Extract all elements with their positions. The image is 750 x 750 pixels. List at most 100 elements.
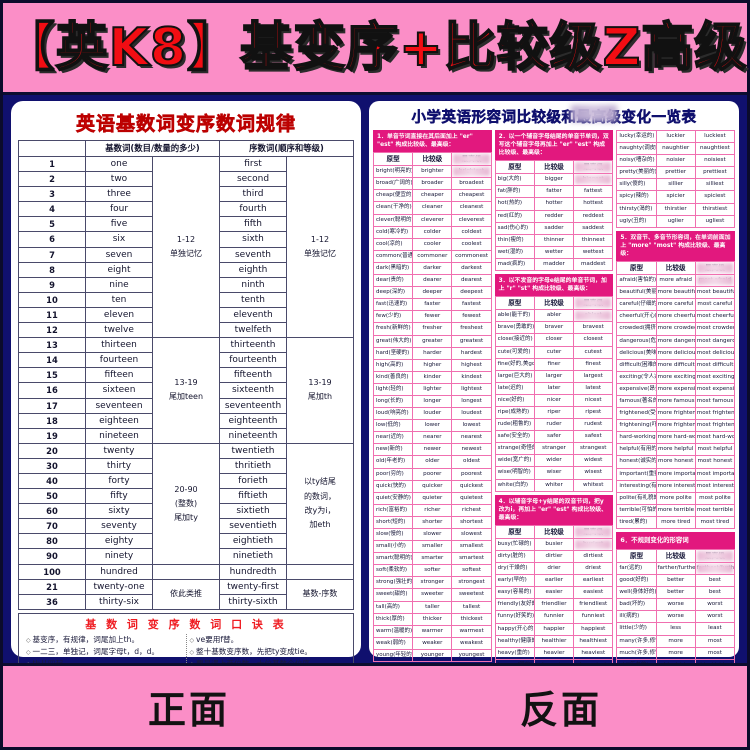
adjective-header-row: 原型比较级最高级	[494, 524, 614, 539]
cell-base-form: cheerful(开心的)	[616, 310, 657, 324]
table-row: late(迟的) later latest	[494, 381, 614, 395]
cell-comparative: lower	[412, 419, 453, 433]
cell-superlative: dearest	[451, 274, 492, 288]
cell-number: 50	[18, 488, 86, 505]
table-row: hot(热的) hotter hottest	[494, 197, 614, 211]
cell-superlative: farthest/furthest	[694, 561, 736, 576]
cell-base-form: honest(诚实的)	[616, 455, 657, 469]
cell-comparative: harder	[412, 346, 453, 360]
table-row: deep(深的) deeper deepest	[372, 286, 492, 300]
blurred-watermark-overlay	[575, 162, 612, 173]
cell-superlative: prettiest	[694, 166, 736, 180]
cell-comparative: earlier	[533, 574, 575, 588]
cell-superlative: naughtiest	[694, 142, 736, 156]
adjective-table: 原型比较级最高级able(能干的)ablerablestbrave(勇敢的)br…	[494, 296, 614, 492]
table-row: honest(诚实的) more honest most honest	[616, 455, 736, 469]
table-row: 8 eight eighth	[18, 261, 354, 278]
table-row: 4 four fourth	[18, 201, 354, 218]
cell-superlative: friendliest	[573, 598, 614, 612]
cell-base-form: many(许多,修饰可数)	[616, 634, 657, 648]
cell-superlative: most frightening	[694, 419, 736, 433]
cell-base-form: white(白的)	[494, 478, 535, 492]
table-row: interesting(有趣的)more interestingmost int…	[616, 479, 736, 493]
cell-superlative: best	[694, 586, 736, 600]
cell-superlative: largest	[573, 369, 614, 383]
section-heading: 4．以辅音字母+y结尾的双音节词，把y改为i，再加上 "er" "est" 构成…	[494, 494, 614, 525]
table-row: rude(粗鲁的) ruder rudest	[494, 418, 614, 432]
adjective-table: 原型比较级最高级big(大的)biggerbiggestfat(胖的)fatte…	[494, 160, 614, 272]
cell-comparative: more difficult	[655, 358, 696, 372]
cell-comparative: cuter	[533, 345, 575, 359]
table-row: silly(傻的) sillier silliest	[616, 178, 736, 192]
cell-comparative: older	[412, 455, 453, 469]
cell-superlative: cutest	[573, 345, 614, 359]
cell-comparative: worse	[655, 598, 696, 612]
table-row: fresh(新鲜的) fresher freshest	[372, 322, 492, 336]
cell-comparative: more helpful	[655, 443, 696, 457]
adjective-header-row: 原型比较级最高级	[372, 152, 492, 167]
cell-comparative: worse	[655, 610, 696, 624]
cell-comparative: dirtier	[533, 549, 575, 564]
cell-base-form: clever(聪明的)	[372, 213, 414, 227]
table-row: 5 five fifth	[18, 216, 354, 233]
cell-superlative: dirtiest	[573, 549, 614, 564]
cell-base-form: near(近的)	[372, 431, 414, 445]
cell-cardinal: fifty	[85, 488, 153, 505]
cell-number: 8	[18, 261, 86, 278]
cell-superlative: longest	[451, 394, 492, 409]
cell-base-form: short(短的)	[372, 515, 414, 530]
cell-superlative: slowest	[451, 527, 492, 542]
cell-number: 18	[18, 412, 86, 429]
cell-superlative: thickest	[451, 612, 492, 626]
col-header-comparative: 比较级	[655, 549, 696, 563]
cell-comparative: more terrible	[655, 503, 696, 517]
cell-comparative: younger	[412, 648, 453, 663]
cell-superlative: funniest	[573, 610, 614, 624]
cell-number: 19	[18, 427, 86, 444]
cell-cardinal: fourteen	[85, 352, 153, 369]
adjective-table-head: 原型比较级最高级	[494, 296, 614, 311]
section-heading: 1．单音节词直接在其后面加上 "er" "est" 构成比较级、最高级：	[373, 130, 492, 153]
cell-base-form: little(少的)	[616, 622, 657, 636]
table-row: great(伟大的) greater greatest	[372, 334, 492, 348]
cell-ordinal: ninth	[219, 276, 287, 293]
cell-superlative: newest	[451, 443, 492, 457]
cell-superlative: nicest	[573, 393, 614, 407]
cell-superlative: loudest	[451, 407, 492, 421]
blurred-watermark-overlay	[453, 154, 490, 165]
cell-base-form: common(普通的)	[372, 249, 414, 263]
cell-base-form: thirsty(渴的)	[616, 202, 657, 216]
cell-superlative: weakest	[451, 636, 492, 650]
cell-base-form: strong(强壮的)	[372, 576, 414, 590]
cell-ordinal-rule: 以ty结尾 的数词， 改y为i， 加eth	[286, 442, 354, 565]
cell-superlative: heaviest	[573, 646, 614, 660]
table-row: happy(开心的) happier happiest	[494, 622, 614, 636]
adjective-header-row: 原型比较级最高级	[616, 261, 736, 276]
cell-comparative: cleverer	[412, 213, 453, 227]
cell-comparative: louder	[412, 407, 453, 421]
cell-superlative: most	[694, 646, 736, 660]
cell-ordinal: thritieth	[219, 457, 287, 474]
cell-ordinal: seventh	[219, 246, 287, 263]
cell-comparative: more important	[655, 467, 696, 481]
cell-ordinal: ninetieth	[219, 548, 287, 565]
cell-cardinal: eighty	[85, 533, 153, 550]
section-heading: 3．以不发音的字母e结尾的单音节词，加上 "r" "st" 构成比较级、最高级：	[494, 274, 614, 297]
cell-base-form: cool(凉的)	[372, 237, 414, 251]
cell-cardinal: seventy	[85, 518, 153, 535]
table-row: low(低的) lower lowest	[372, 419, 492, 433]
cell-superlative: healthiest	[573, 634, 614, 648]
cell-comparative: noisier	[655, 154, 696, 168]
cell-base-form: loud(响亮的)	[372, 407, 414, 421]
cell-comparative: kinder	[412, 370, 453, 384]
cell-comparative: abler	[533, 309, 575, 323]
cell-comparative: more dangerous	[655, 334, 696, 348]
table-row: slow(慢的) slower slowest	[372, 527, 492, 542]
cell-superlative: most expensive	[694, 382, 736, 396]
table-row: small(小的) smaller smallest	[372, 540, 492, 554]
cell-number: 14	[18, 352, 86, 369]
cell-superlative: worst	[694, 610, 736, 624]
adjective-table-body: lucky(幸运的)luckierluckiestnaughty(调皮的)nau…	[616, 129, 736, 228]
cell-base-form: high(高的)	[372, 358, 414, 372]
